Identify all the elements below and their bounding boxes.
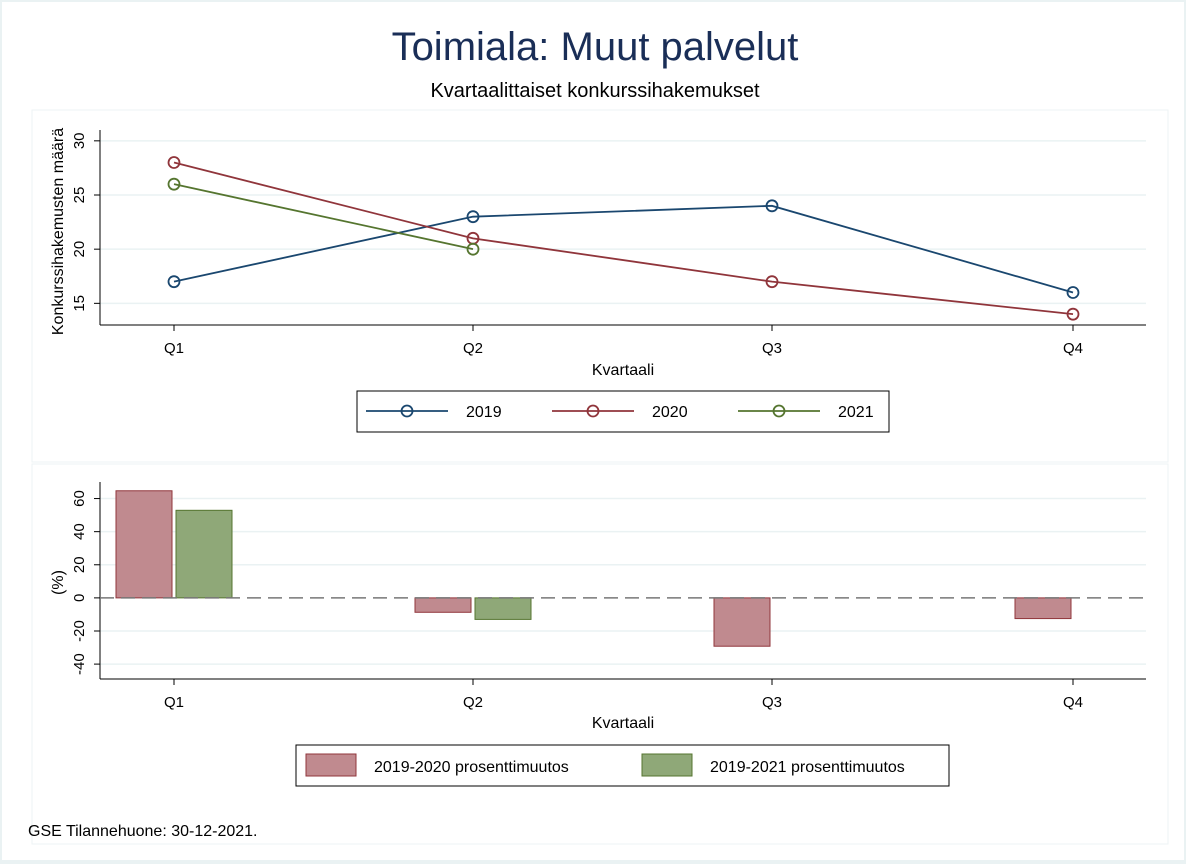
bar-legend-label: 2019-2020 prosenttimuutos bbox=[374, 759, 569, 776]
chart-title: Toimiala: Muut palvelut bbox=[392, 25, 799, 69]
line-y-axis-label: Konkurssihakemusten määrä bbox=[50, 128, 67, 335]
line-x-axis-label: Kvartaali bbox=[592, 362, 654, 379]
line-legend-marker bbox=[772, 404, 786, 418]
bar-y-axis-label: (%) bbox=[50, 570, 67, 595]
line-y-tick-label: 20 bbox=[71, 241, 88, 258]
line-x-tick-label: Q2 bbox=[463, 340, 483, 357]
line-series-2020 bbox=[173, 161, 1074, 316]
bar-legend-swatch bbox=[641, 753, 693, 777]
footer-note: GSE Tilannehuone: 30-12-2021. bbox=[28, 823, 258, 840]
line-x-tick-label: Q4 bbox=[1063, 340, 1083, 357]
line-series-2021 bbox=[173, 183, 474, 251]
bar-plot: -40 -20 0 20 40 60 Q1 Q2 Q3 Q4 Kvartaali (%) 2019-20… bbox=[50, 482, 1146, 787]
bar-2020-Q2 bbox=[414, 597, 472, 613]
bar-legend-swatch bbox=[305, 753, 357, 777]
bar-x-tick-label: Q3 bbox=[762, 694, 782, 711]
bar-legend-box bbox=[295, 744, 950, 787]
bar-y-tick-label: 0 bbox=[71, 594, 88, 602]
line-point-2021 bbox=[167, 177, 181, 191]
line-y-tick-label: 15 bbox=[71, 295, 88, 312]
chart-subtitle: Kvartaalittaiset konkurssihakemukset bbox=[430, 80, 759, 102]
line-point-2020 bbox=[765, 275, 779, 289]
line-plot: 15 20 25 30 Q1 Q2 Q3 Q4 Kvartaali Konkurssihakemu… bbox=[50, 128, 1146, 433]
line-point-2019 bbox=[765, 199, 779, 213]
bar-x-tick-label: Q1 bbox=[164, 694, 184, 711]
line-y-tick-label: 30 bbox=[71, 132, 88, 149]
line-legend-marker bbox=[586, 404, 600, 418]
bar-y-tick-label: 40 bbox=[71, 523, 88, 540]
bar-x-axis-label: Kvartaali bbox=[592, 715, 654, 732]
line-series-2019 bbox=[173, 204, 1074, 294]
bar-2020-Q4 bbox=[1014, 597, 1072, 620]
line-legend-label: 2019 bbox=[466, 404, 502, 421]
bar-x-tick-label: Q4 bbox=[1063, 694, 1083, 711]
line-legend-label: 2021 bbox=[838, 404, 874, 421]
bar-y-tick-label: -20 bbox=[71, 620, 88, 642]
bar-2021-Q2 bbox=[474, 597, 532, 620]
bar-y-tick-label: 60 bbox=[71, 490, 88, 507]
line-point-2019 bbox=[1066, 286, 1080, 299]
line-x-tick-label: Q1 bbox=[164, 340, 184, 357]
line-point-2020 bbox=[167, 156, 181, 169]
line-point-2019 bbox=[466, 210, 480, 224]
bar-2020-Q1 bbox=[115, 490, 173, 599]
line-point-2019 bbox=[167, 275, 181, 289]
bar-legend-label: 2019-2021 prosenttimuutos bbox=[710, 759, 905, 776]
line-point-2020 bbox=[1066, 307, 1080, 321]
line-x-tick-label: Q3 bbox=[762, 340, 782, 357]
bar-y-tick-label: 20 bbox=[71, 556, 88, 573]
bar-2020-Q3 bbox=[713, 597, 771, 647]
bar-2021-Q1 bbox=[175, 509, 233, 599]
line-point-2021 bbox=[466, 242, 480, 256]
line-y-tick-label: 25 bbox=[71, 187, 88, 204]
line-legend-marker bbox=[400, 404, 414, 418]
bar-x-tick-label: Q2 bbox=[463, 694, 483, 711]
line-legend-label: 2020 bbox=[652, 404, 688, 421]
bar-y-tick-label: -40 bbox=[71, 653, 88, 675]
